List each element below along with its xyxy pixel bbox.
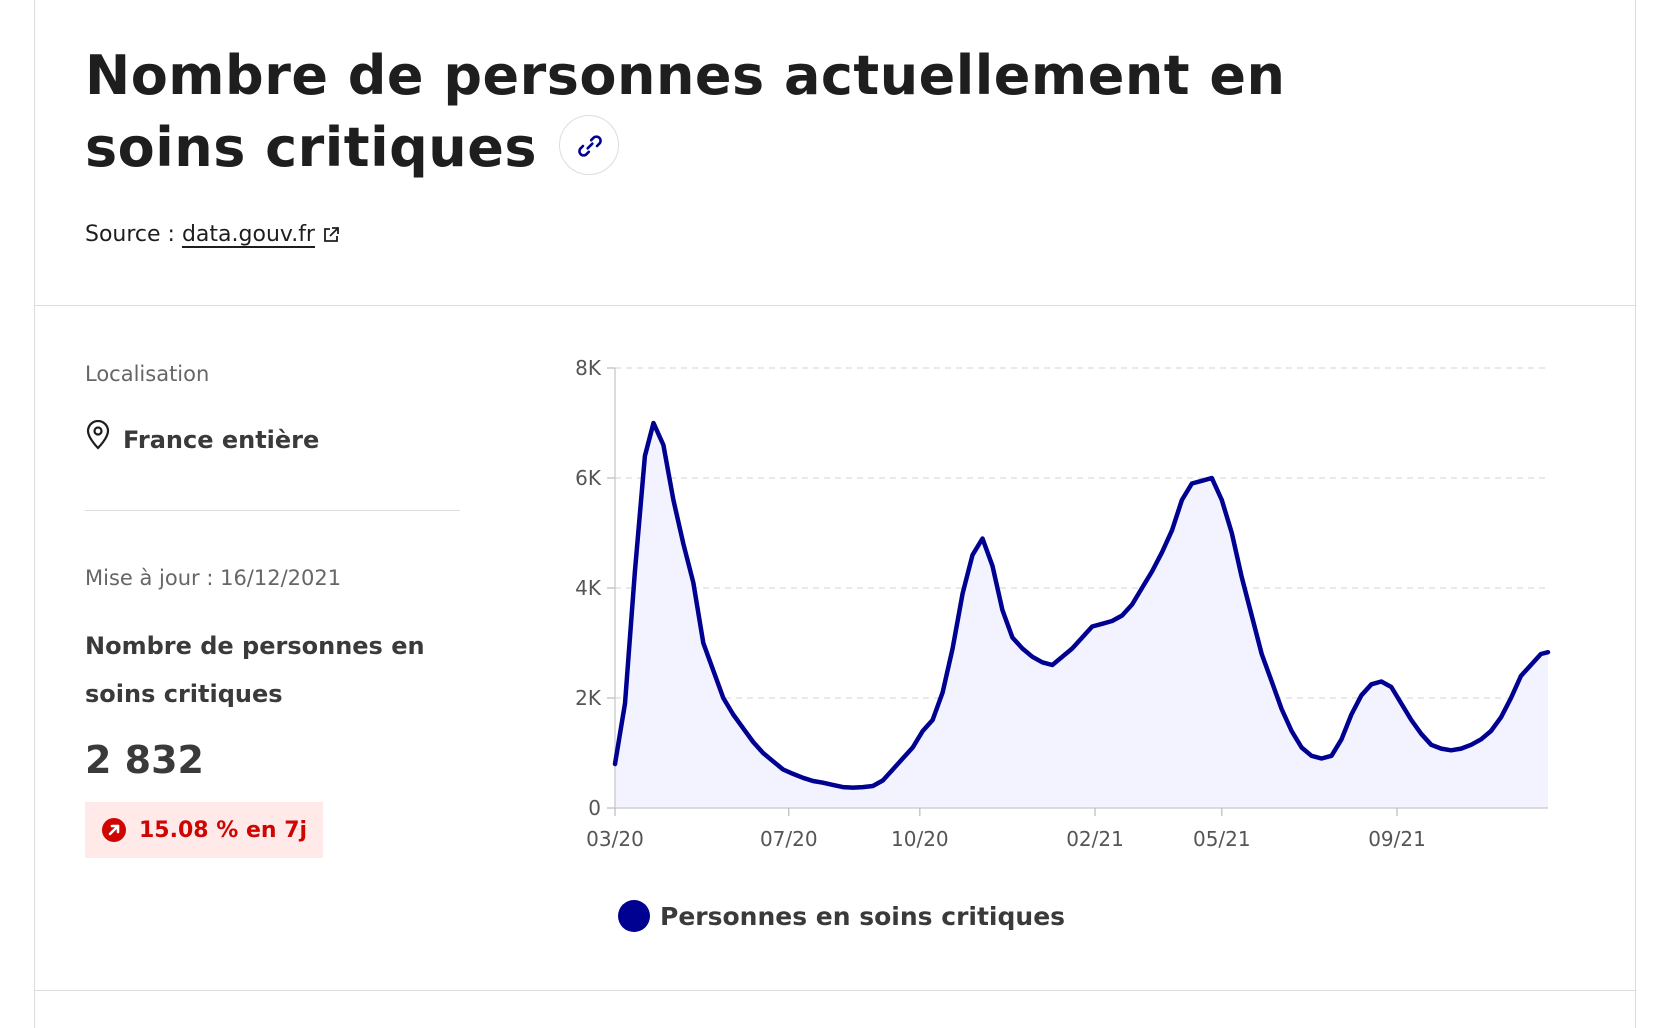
copy-link-button[interactable] <box>558 115 619 176</box>
x-tick-label: 05/21 <box>1193 827 1251 851</box>
location-value: France entière <box>123 426 320 454</box>
x-tick-label: 02/21 <box>1066 827 1124 851</box>
x-tick-label: 10/20 <box>891 827 949 851</box>
chart-legend: Personnes en soins critiques <box>618 900 1065 932</box>
header-divider <box>34 305 1635 306</box>
metric-value: 2 832 <box>85 738 204 782</box>
page-title: Nombre de personnes actuellement en soin… <box>85 40 1365 184</box>
x-axis-ticks: 03/20 07/20 10/20 02/21 05/21 09/21 <box>586 808 1426 851</box>
y-tick-label: 2K <box>575 686 602 710</box>
location-label: Localisation <box>85 362 210 386</box>
update-date: Mise à jour : 16/12/2021 <box>85 566 342 590</box>
page-title-text: Nombre de personnes actuellement en soin… <box>85 44 1286 179</box>
trend-up-arrow-icon <box>102 818 126 842</box>
source-link-text: data.gouv.fr <box>181 222 315 247</box>
y-tick-label: 8K <box>575 356 602 380</box>
source-label: Source : <box>85 222 175 247</box>
series-line <box>612 420 1551 790</box>
legend-label: Personnes en soins critiques <box>660 901 1066 931</box>
y-axis-ticks: 0 2K 4K 6K 8K <box>575 356 615 820</box>
x-tick-label: 03/20 <box>586 827 644 851</box>
legend-swatch <box>618 900 650 932</box>
y-tick-label: 6K <box>575 466 602 490</box>
y-tick-label: 4K <box>575 576 602 600</box>
critical-care-chart: 0 2K 4K 6K 8K 03/20 07/20 10/20 02/21 05/21 09/21 <box>575 356 1551 851</box>
indicator-card <box>34 0 1636 1028</box>
link-icon <box>578 135 602 157</box>
x-tick-label: 09/21 <box>1368 827 1426 851</box>
trend-badge: 15.08 % en 7j <box>85 802 324 858</box>
map-pin-icon <box>86 420 110 450</box>
source-link[interactable]: data.gouv.fr <box>182 222 341 247</box>
sidebar-divider <box>85 510 460 511</box>
source-line: Source : data.gouv.fr <box>85 222 341 247</box>
location-selector[interactable]: France entière <box>85 420 319 454</box>
x-tick-label: 07/20 <box>760 827 818 851</box>
series-area <box>615 423 1548 808</box>
external-link-icon <box>324 227 339 242</box>
metric-label: Nombre de personnes en soins critiques <box>85 632 425 708</box>
y-tick-label: 0 <box>588 796 601 820</box>
trend-text: 15.08 % en 7j <box>139 817 308 843</box>
footer-divider <box>34 990 1635 991</box>
